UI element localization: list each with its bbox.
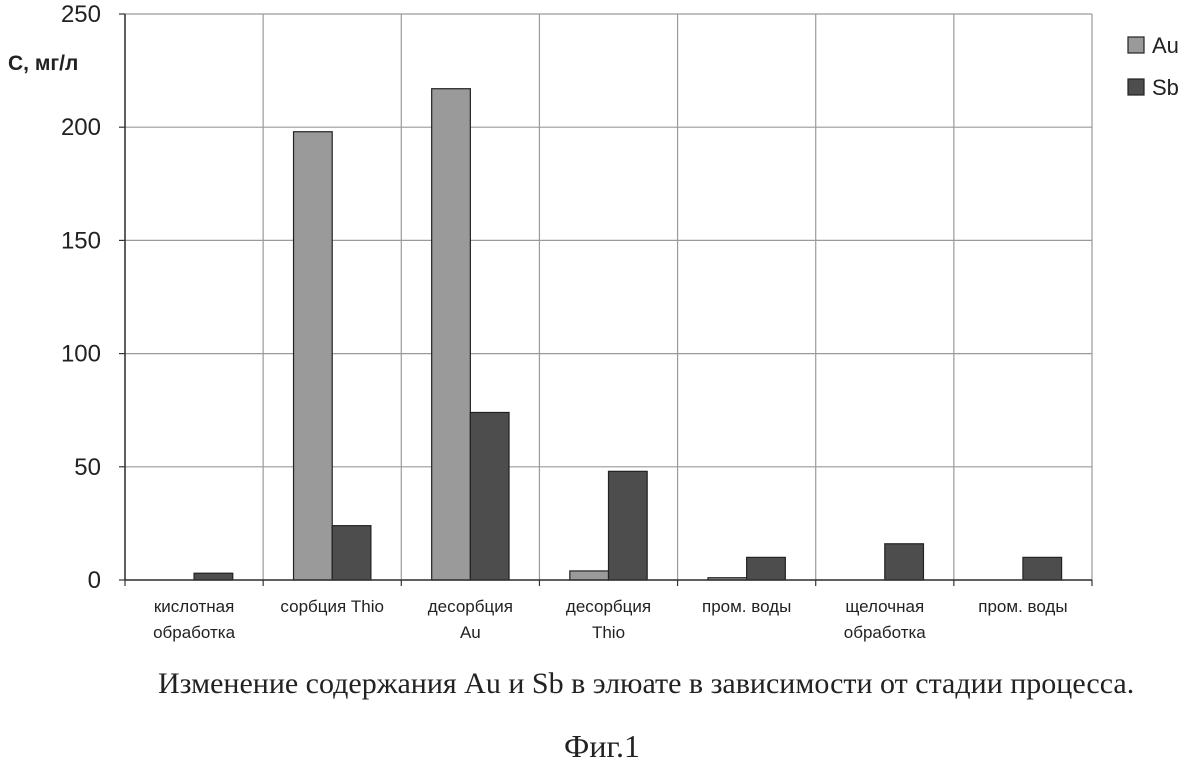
legend-swatch-au [1128,37,1144,53]
x-category-label: Thio [592,623,625,642]
axes [119,14,1092,586]
legend-label-sb: Sb [1152,75,1179,100]
y-tick-label: 100 [61,341,101,368]
x-category-label: десорбция [428,597,513,616]
bar-sb [332,526,371,580]
bar-au [294,132,333,580]
legend-label-au: Au [1152,33,1179,58]
x-category-label: пром. воды [978,597,1067,616]
legend-swatch-sb [1128,79,1144,95]
x-category-label: щелочная [845,597,924,616]
bar-au [432,89,471,580]
x-category-label: обработка [844,623,927,642]
y-tick-label: 200 [61,114,101,141]
bar-sb [1023,557,1062,580]
x-category-label: кислотная [154,597,234,616]
bar-sb [885,544,924,580]
bar-sb [470,412,509,580]
y-tick-label: 0 [88,567,101,594]
y-tick-labels: 0 50 100 150 200 250 [61,1,101,594]
x-category-label: пром. воды [702,597,791,616]
bar-sb [194,573,233,580]
x-category-label: десорбция [566,597,651,616]
x-category-labels: кислотная обработка сорбция Thio десорбция A… [153,597,1068,642]
y-tick-label: 50 [74,454,101,481]
x-category-label: обработка [153,623,236,642]
bar-sb [747,557,786,580]
x-category-label: Au [460,623,481,642]
y-tick-label: 250 [61,1,101,28]
y-axis-label: С, мг/л [8,52,78,75]
chart: 0 50 100 150 200 250 кислотная обработка сорбци… [0,0,1204,660]
figure-label: Фиг.1 [0,728,1204,765]
x-category-label: сорбция Thio [280,597,384,616]
bar-au [570,571,609,580]
figure-caption: Изменение содержания Au и Sb в элюате в … [70,664,1170,704]
legend: Au Sb [1128,33,1179,100]
bars [194,89,1062,580]
y-tick-label: 150 [61,227,101,254]
bar-sb [609,471,648,580]
